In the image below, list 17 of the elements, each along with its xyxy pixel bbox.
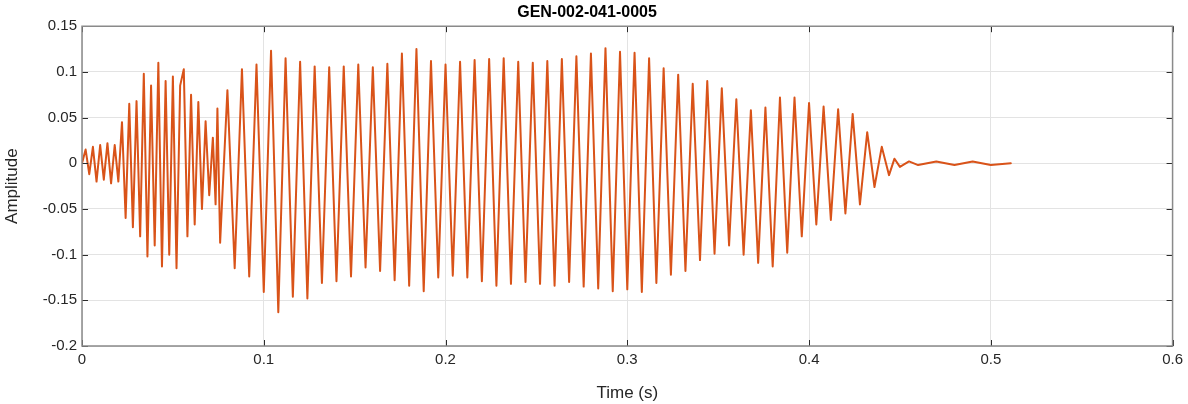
x-tick-label: 0.3: [616, 350, 638, 368]
x-tick-label: 0.5: [980, 350, 1002, 368]
y-tick-label: 0.15: [47, 16, 77, 34]
chart-title: GEN-002-041-0005: [517, 3, 657, 21]
y-tick-label: 0: [68, 153, 77, 171]
x-axis-title: Time (s): [596, 383, 659, 403]
x-tick-label: 0.6: [1162, 350, 1183, 368]
x-tick-label: 0.4: [798, 350, 820, 368]
x-tick-label: 0.1: [253, 350, 275, 368]
y-tick-label: 0.05: [47, 107, 77, 125]
y-tick-label: -0.15: [42, 290, 77, 308]
y-axis-title: Amplitude: [1, 148, 21, 224]
y-tick-label: 0.1: [56, 62, 77, 80]
y-tick-label: -0.2: [51, 336, 77, 354]
x-tick-label: 0.2: [435, 350, 456, 368]
y-tick-label: -0.05: [42, 199, 77, 217]
y-tick-label: -0.1: [51, 244, 77, 262]
